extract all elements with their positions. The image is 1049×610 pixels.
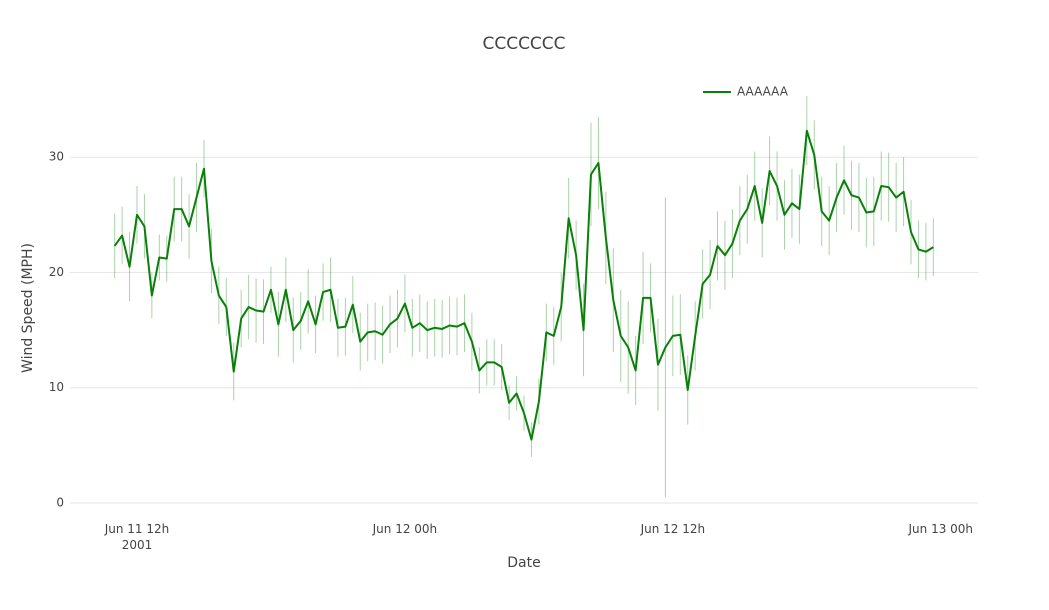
grid [70,156,978,504]
y-tick-label: 10 [49,380,64,394]
x-tick-label-line: 2001 [122,538,153,552]
y-tick-label: 20 [49,265,64,279]
x-axis-title: Date [507,555,540,571]
x-tick-label: Jun 11 12h 2001 [104,522,170,552]
x-tick-label-line: Jun 13 00h [908,522,974,536]
x-tick-label: Jun 12 12h [640,522,706,536]
y-tick-label: 30 [49,150,64,164]
y-axis-title: Wind Speed (MPH) [20,243,36,373]
legend-label: AAAAAA [737,85,789,99]
x-tick-label-line: Jun 12 00h [372,522,438,536]
legend: AAAAAA [703,85,789,99]
x-tick-label: Jun 12 00h [372,522,438,536]
error-bars [114,96,934,498]
x-tick-label: Jun 13 00h [908,522,974,536]
y-tick-label: 0 [56,496,64,510]
line-series [113,129,934,441]
x-tick-label-line: Jun 12 12h [640,522,706,536]
x-tick-label-line: Jun 11 12h [104,522,170,536]
lines [113,129,934,441]
chart-title: CCCCCCC [482,34,565,54]
